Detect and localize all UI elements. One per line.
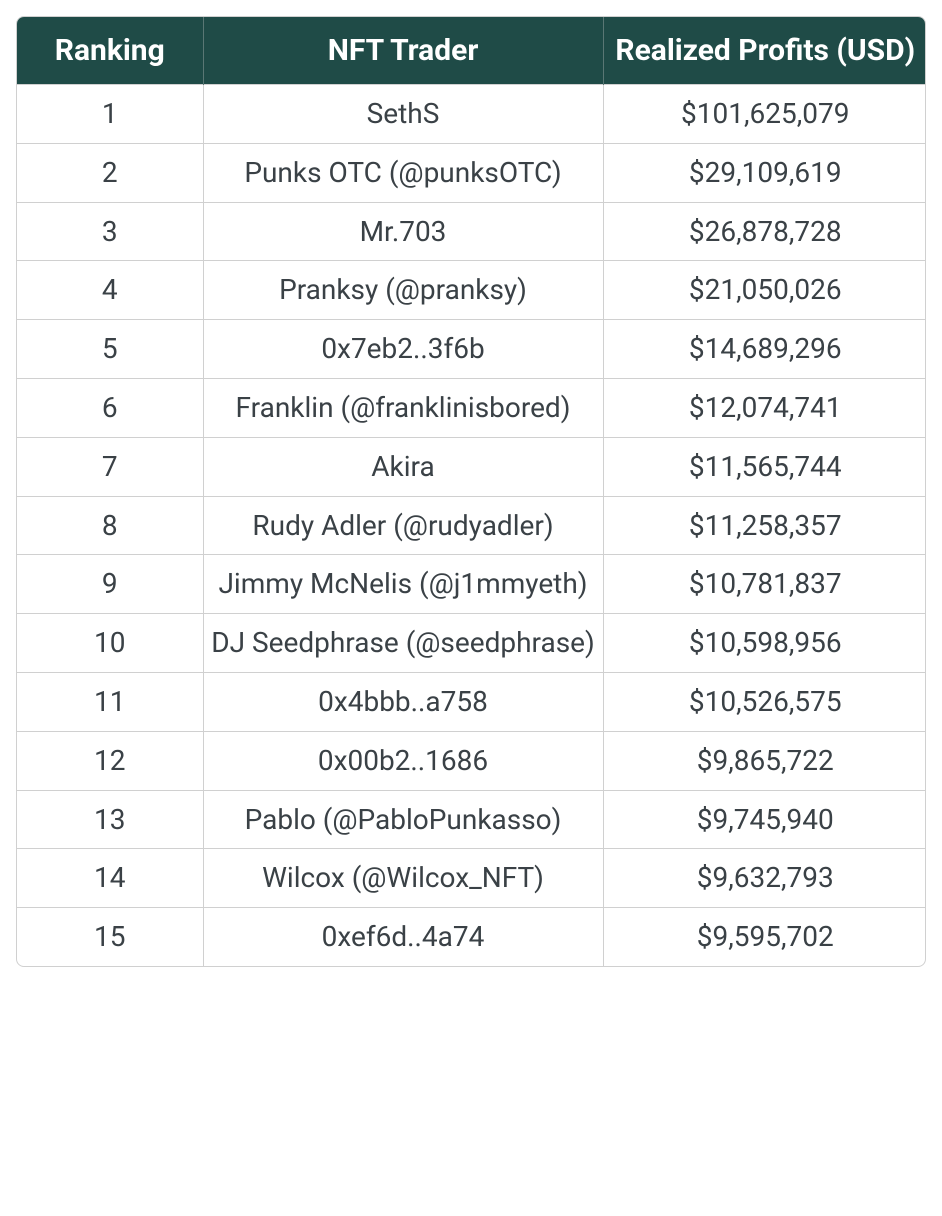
cell-ranking: 1 [17,85,203,144]
cell-trader: DJ Seedphrase (@seedphrase) [203,614,603,673]
cell-ranking: 9 [17,555,203,614]
cell-profit: $10,781,837 [603,555,926,614]
table-row: 50x7eb2..3f6b$14,689,296 [17,320,926,379]
cell-trader: Mr.703 [203,202,603,261]
cell-profit: $101,625,079 [603,85,926,144]
cell-trader: SethS [203,85,603,144]
table-row: 6Franklin (@franklinisbored)$12,074,741 [17,378,926,437]
cell-ranking: 10 [17,614,203,673]
cell-trader: 0xef6d..4a74 [203,908,603,966]
cell-ranking: 4 [17,261,203,320]
cell-ranking: 12 [17,731,203,790]
cell-profit: $9,632,793 [603,849,926,908]
cell-ranking: 3 [17,202,203,261]
col-header-ranking: Ranking [17,17,203,85]
cell-trader: 0x4bbb..a758 [203,672,603,731]
cell-profit: $26,878,728 [603,202,926,261]
cell-trader: Pablo (@PabloPunkasso) [203,790,603,849]
cell-trader: Pranksy (@pranksy) [203,261,603,320]
cell-ranking: 15 [17,908,203,966]
cell-ranking: 14 [17,849,203,908]
cell-trader: Rudy Adler (@rudyadler) [203,496,603,555]
cell-ranking: 11 [17,672,203,731]
nft-trader-table: Ranking NFT Trader Realized Profits (USD… [16,16,926,967]
col-header-profit: Realized Profits (USD) [603,17,926,85]
table-row: 2Punks OTC (@punksOTC)$29,109,619 [17,143,926,202]
table-row: 110x4bbb..a758$10,526,575 [17,672,926,731]
table-body: 1SethS$101,625,0792Punks OTC (@punksOTC)… [17,85,926,966]
cell-ranking: 6 [17,378,203,437]
cell-profit: $9,865,722 [603,731,926,790]
cell-profit: $9,745,940 [603,790,926,849]
table-row: 120x00b2..1686$9,865,722 [17,731,926,790]
cell-trader: Akira [203,437,603,496]
cell-trader: Punks OTC (@punksOTC) [203,143,603,202]
table-row: 13Pablo (@PabloPunkasso)$9,745,940 [17,790,926,849]
col-header-trader: NFT Trader [203,17,603,85]
table-row: 150xef6d..4a74$9,595,702 [17,908,926,966]
cell-ranking: 13 [17,790,203,849]
table-row: 1SethS$101,625,079 [17,85,926,144]
table: Ranking NFT Trader Realized Profits (USD… [17,17,926,966]
cell-profit: $10,526,575 [603,672,926,731]
table-row: 9Jimmy McNelis (@j1mmyeth)$10,781,837 [17,555,926,614]
cell-ranking: 5 [17,320,203,379]
cell-trader: Jimmy McNelis (@j1mmyeth) [203,555,603,614]
table-row: 8Rudy Adler (@rudyadler)$11,258,357 [17,496,926,555]
cell-trader: 0x00b2..1686 [203,731,603,790]
table-row: 7Akira$11,565,744 [17,437,926,496]
cell-profit: $11,258,357 [603,496,926,555]
table-head: Ranking NFT Trader Realized Profits (USD… [17,17,926,85]
table-row: 10DJ Seedphrase (@seedphrase)$10,598,956 [17,614,926,673]
cell-ranking: 8 [17,496,203,555]
cell-ranking: 2 [17,143,203,202]
cell-trader: 0x7eb2..3f6b [203,320,603,379]
cell-profit: $9,595,702 [603,908,926,966]
cell-profit: $21,050,026 [603,261,926,320]
cell-profit: $12,074,741 [603,378,926,437]
cell-profit: $29,109,619 [603,143,926,202]
table-row: 4Pranksy (@pranksy)$21,050,026 [17,261,926,320]
cell-profit: $14,689,296 [603,320,926,379]
table-row: 14Wilcox (@Wilcox_NFT)$9,632,793 [17,849,926,908]
cell-ranking: 7 [17,437,203,496]
table-row: 3Mr.703$26,878,728 [17,202,926,261]
cell-trader: Franklin (@franklinisbored) [203,378,603,437]
cell-profit: $11,565,744 [603,437,926,496]
cell-trader: Wilcox (@Wilcox_NFT) [203,849,603,908]
cell-profit: $10,598,956 [603,614,926,673]
